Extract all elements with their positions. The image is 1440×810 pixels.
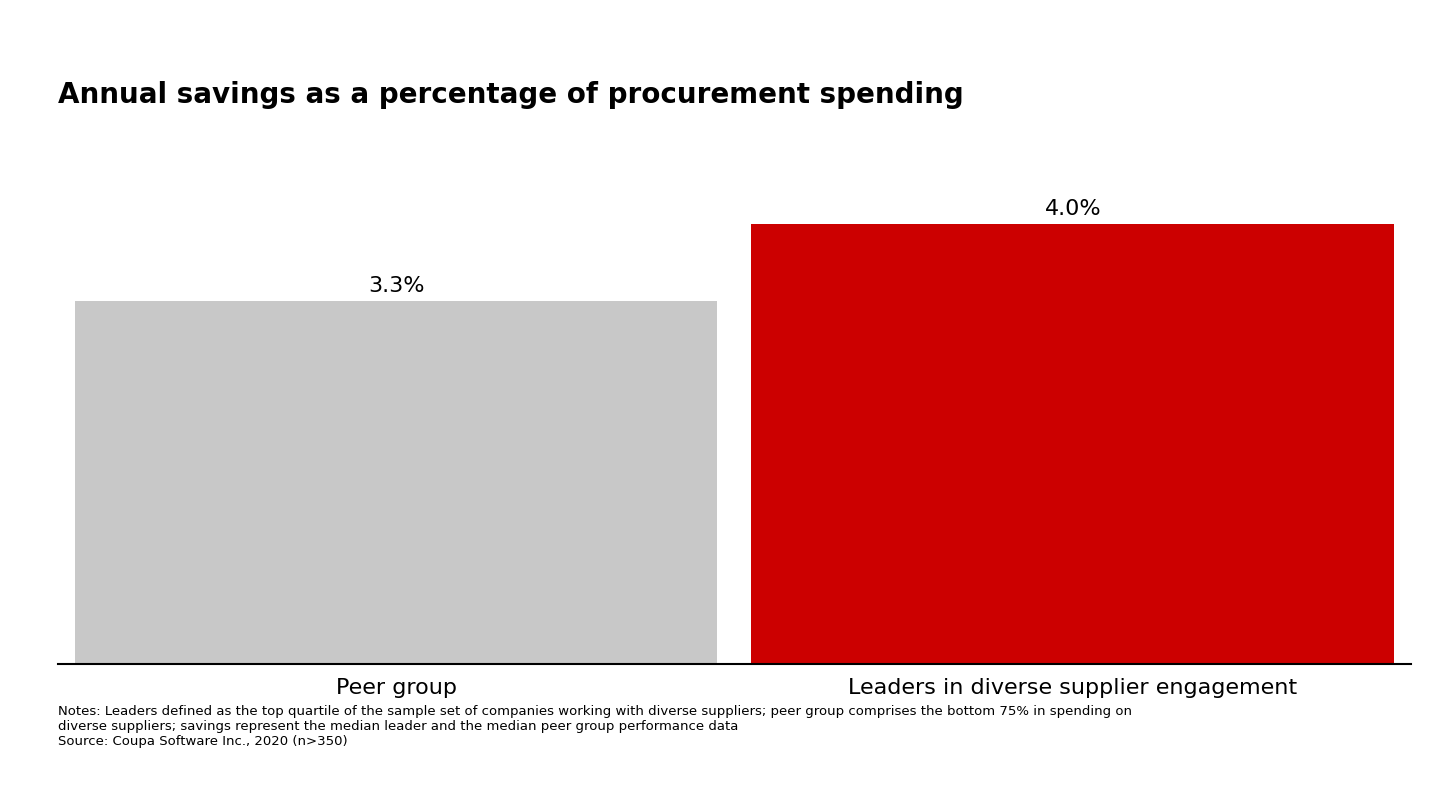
Text: 4.0%: 4.0% bbox=[1044, 199, 1102, 220]
Text: 3.3%: 3.3% bbox=[367, 276, 425, 296]
Bar bbox=[752, 224, 1394, 664]
Text: Annual savings as a percentage of procurement spending: Annual savings as a percentage of procur… bbox=[58, 81, 963, 109]
Bar bbox=[75, 301, 717, 664]
Text: Notes: Leaders defined as the top quartile of the sample set of companies workin: Notes: Leaders defined as the top quarti… bbox=[58, 705, 1132, 748]
